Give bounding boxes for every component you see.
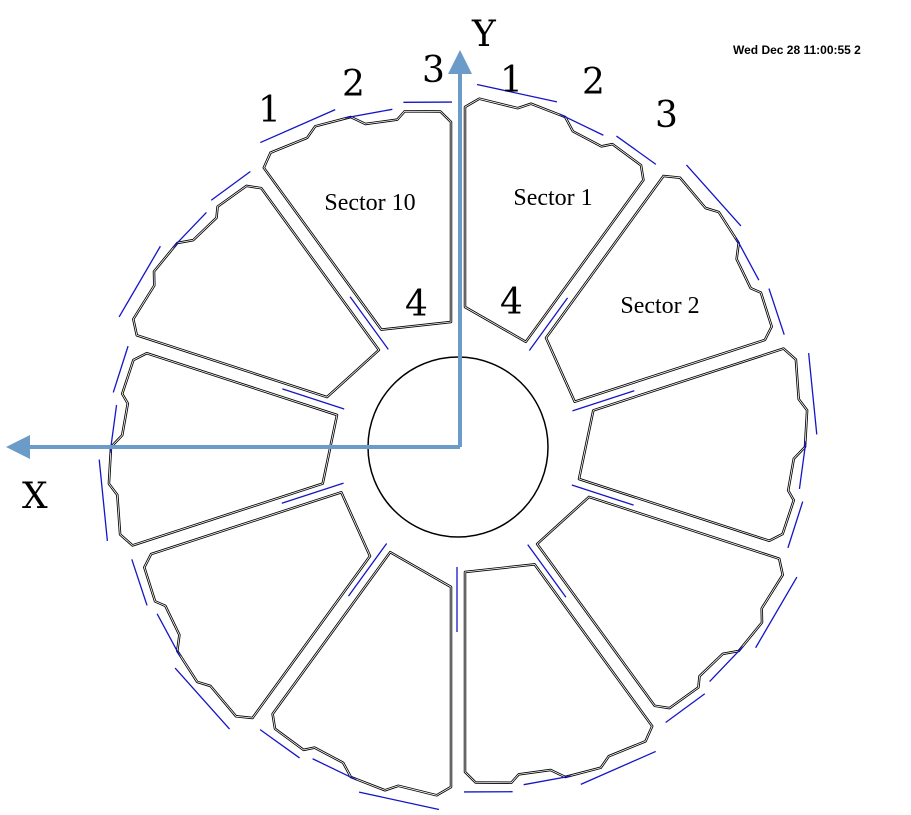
sectors [98, 83, 818, 811]
blue-segment [112, 345, 129, 393]
blue-segment [210, 170, 251, 201]
sector-label: Sector 2 [620, 293, 699, 319]
blue-segment [358, 791, 440, 811]
x-axis-label: X [22, 476, 48, 517]
blue-segment [735, 237, 760, 281]
corner-label: 4 [500, 282, 523, 323]
sector-outline-inner [464, 98, 644, 343]
blue-segment [260, 109, 336, 144]
sector-outline [132, 184, 381, 399]
blue-segment [347, 543, 388, 597]
blue-segment [787, 501, 804, 549]
blue-segment [571, 484, 634, 506]
blue-segment [527, 544, 567, 598]
blue-segment [282, 388, 345, 410]
sector-outline [107, 351, 339, 547]
blue-segment [665, 693, 706, 724]
sector-outline [577, 347, 809, 543]
sector-outline [143, 491, 372, 720]
blue-segment [616, 135, 657, 165]
blue-segment [118, 245, 161, 318]
corner-label: 3 [422, 50, 445, 91]
blue-segment [580, 750, 656, 785]
corner-label: 1 [500, 60, 523, 101]
blue-segment [349, 296, 389, 350]
blue-segment [709, 646, 744, 683]
blue-segment [755, 576, 798, 649]
blue-segment [174, 667, 231, 730]
blue-segment [559, 113, 604, 136]
blue-segment [98, 459, 109, 542]
blue-segment [528, 297, 569, 351]
blue-segment [476, 83, 558, 103]
sector-outline [535, 495, 784, 710]
timestamp: Wed Dec 28 11:00:55 2 [733, 43, 861, 57]
sector-label: Sector 10 [324, 190, 415, 216]
corner-label: 1 [258, 90, 281, 131]
blue-segment [312, 758, 357, 781]
corner-label: 3 [655, 95, 678, 136]
blue-segment [572, 390, 635, 412]
corner-label: 4 [405, 284, 428, 325]
sector-outline [271, 550, 453, 797]
corner-label: 2 [582, 62, 605, 103]
blue-segment [807, 352, 818, 435]
blue-segment [156, 613, 181, 657]
blue-segment [344, 108, 393, 119]
sector-outline-inner [536, 496, 784, 709]
sector-outline-inner [143, 491, 371, 719]
blue-segment [131, 559, 148, 606]
blue-segment [281, 482, 344, 504]
y-axis-label: Y [471, 14, 497, 55]
sector-outline-inner [132, 185, 380, 398]
blue-segment [523, 775, 572, 786]
blue-segment [172, 211, 207, 248]
blue-segment [685, 164, 742, 227]
sector-outline-inner [272, 551, 452, 796]
sector-outline-inner [464, 564, 653, 784]
sector-label: Sector 1 [513, 185, 592, 211]
blue-segment [798, 440, 807, 490]
blue-segment [259, 729, 300, 759]
sector-outline [463, 97, 645, 344]
corner-label: 2 [342, 64, 365, 105]
blue-segment [768, 288, 785, 335]
